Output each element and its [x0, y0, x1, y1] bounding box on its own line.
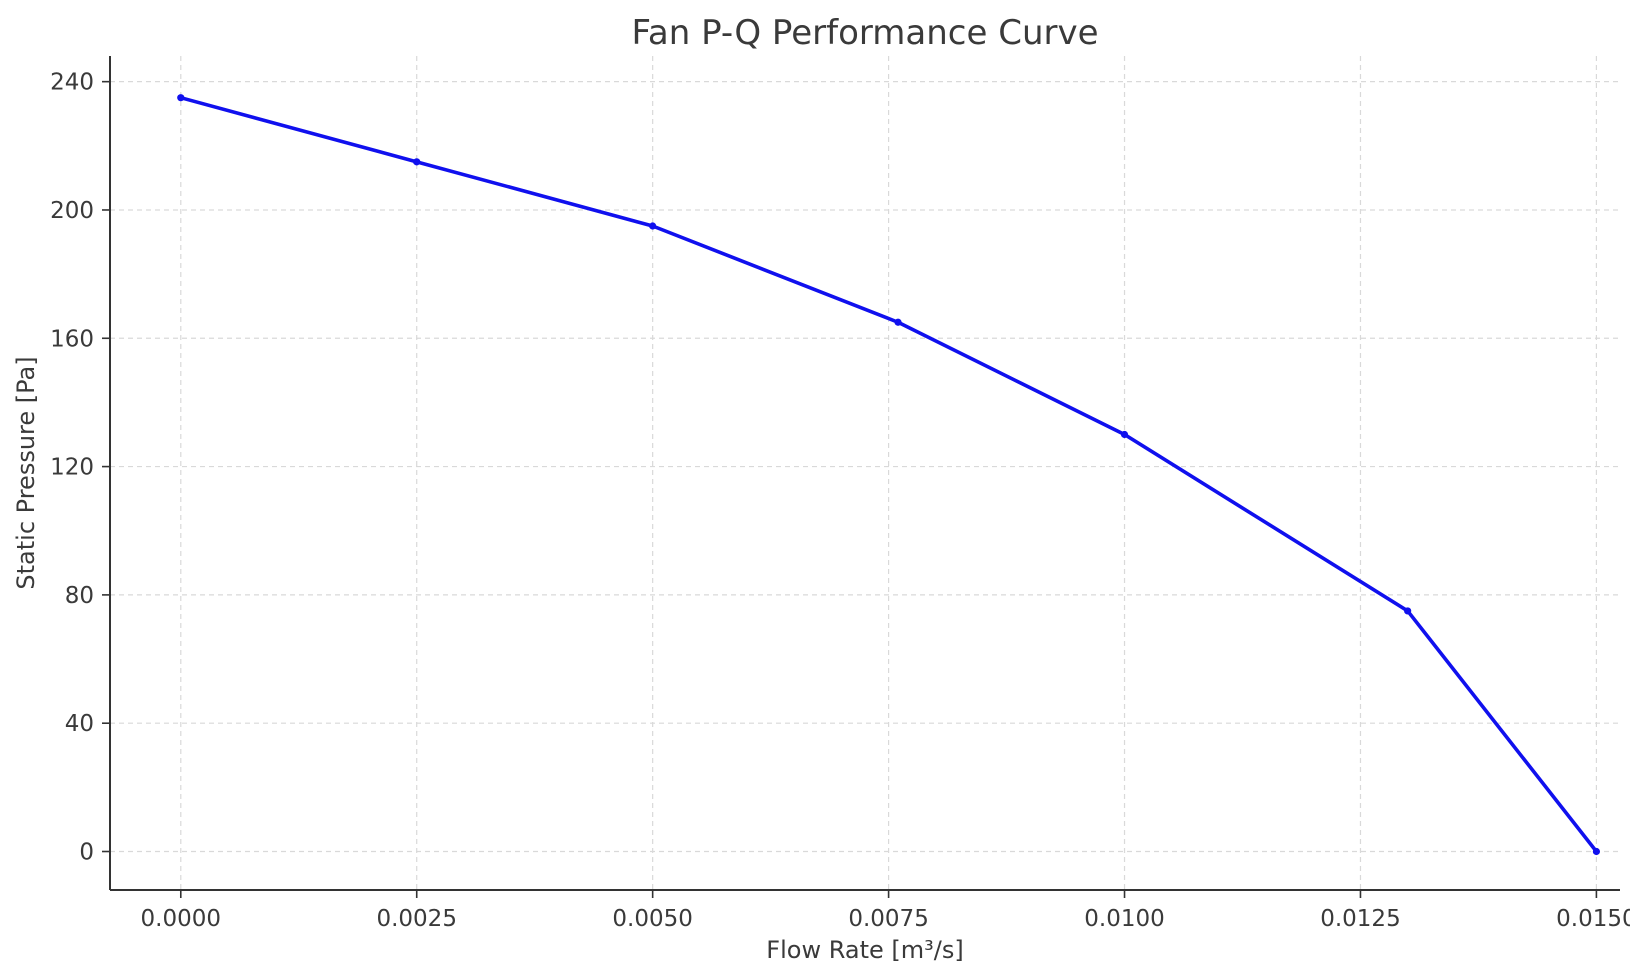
- data-point: [1120, 430, 1129, 439]
- axes: [109, 56, 1620, 891]
- y-axis-label: Static Pressure [Pa]: [12, 356, 40, 589]
- data-point: [649, 222, 657, 230]
- data-point: [413, 158, 421, 166]
- x-tick-label: 0.0000: [141, 906, 221, 932]
- y-tick-label: 40: [65, 711, 94, 737]
- y-tick-label: 120: [50, 455, 94, 481]
- y-tick-label: 200: [50, 198, 94, 224]
- x-axis-label: Flow Rate [m³/s]: [766, 936, 963, 964]
- x-tick-label: 0.0150: [1556, 906, 1630, 932]
- y-tick-label: 240: [50, 70, 94, 96]
- x-tick-label: 0.0025: [376, 906, 456, 932]
- data-point: [177, 94, 185, 102]
- x-axis-ticks: 0.0000 0.0025 0.0050 0.0075 0.0100 0.0125 0.01…: [141, 890, 1630, 932]
- grid-lines: [110, 56, 1620, 890]
- data-point: [1404, 607, 1412, 615]
- x-tick-label: 0.0050: [612, 906, 692, 932]
- y-tick-label: 160: [50, 326, 94, 352]
- y-axis-ticks: 0 40 80 120 160 200 240: [50, 70, 110, 866]
- chart-title: Fan P-Q Performance Curve: [631, 13, 1098, 53]
- series-layer: [177, 94, 1601, 856]
- data-point: [894, 318, 902, 326]
- x-tick-label: 0.0125: [1320, 906, 1400, 932]
- x-tick-label: 0.0075: [848, 906, 928, 932]
- y-tick-label: 0: [79, 840, 94, 866]
- data-point: [1592, 847, 1601, 856]
- x-tick-label: 0.0100: [1084, 906, 1164, 932]
- y-tick-label: 80: [65, 583, 94, 609]
